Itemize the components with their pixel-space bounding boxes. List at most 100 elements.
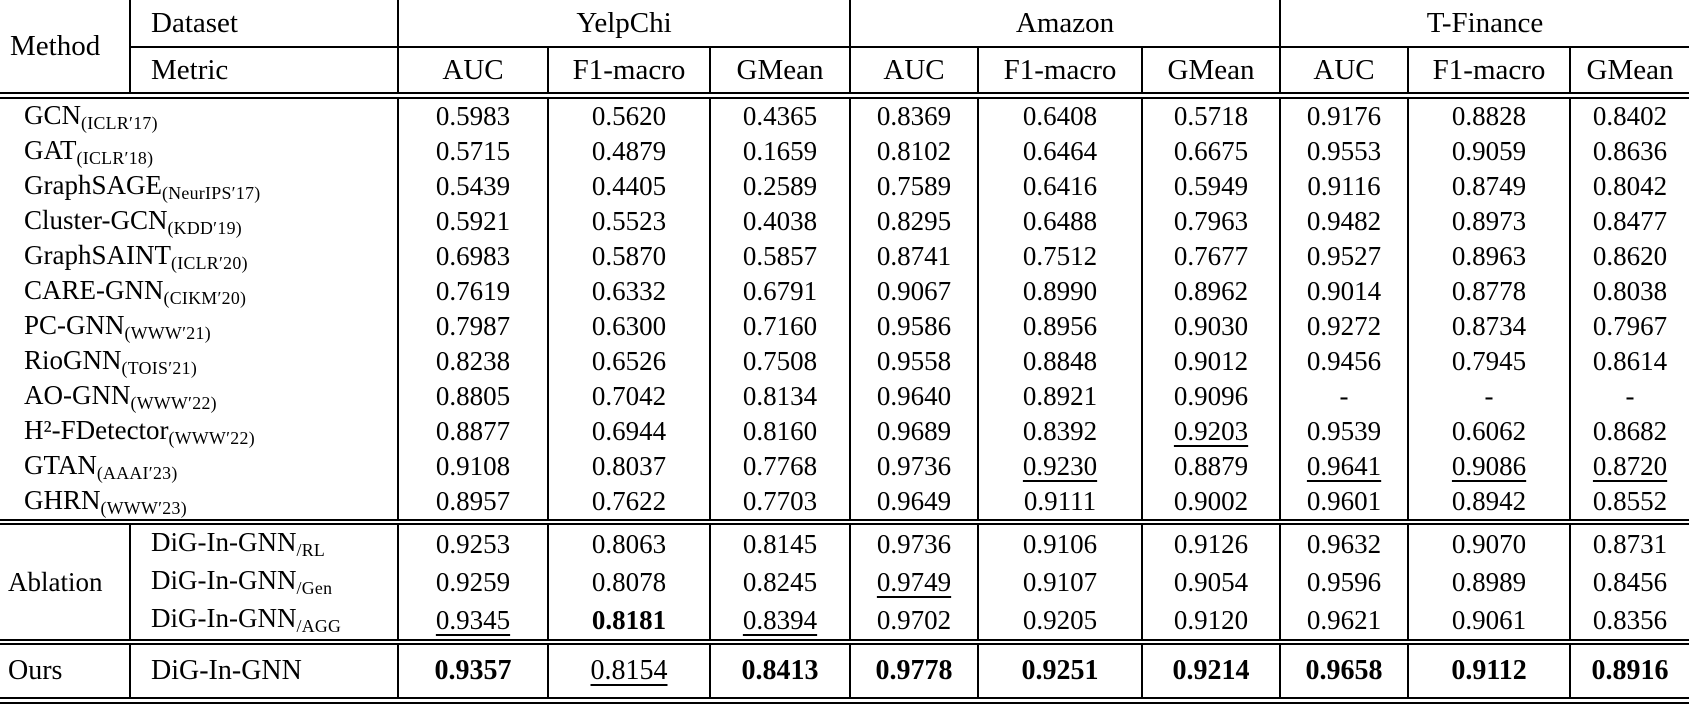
metric-header-auc: AUC <box>1279 47 1409 96</box>
value-cell: 0.7589 <box>849 169 979 204</box>
method-venue-sub: /RL <box>296 539 326 560</box>
value-cell: 0.9539 <box>1279 414 1409 449</box>
method-name: GHRN <box>24 484 101 515</box>
metric-header-f1macro: F1-macro <box>1407 47 1571 96</box>
value-cell: 0.8990 <box>977 274 1143 309</box>
table-row: PC-GNN(WWW′21) 0.7987 0.6300 0.7160 0.9586 0.… <box>0 309 1689 344</box>
value-cell: 0.8963 <box>1407 239 1571 274</box>
value-cell: 0.9116 <box>1279 169 1409 204</box>
value-cell: 0.4405 <box>547 169 710 204</box>
method-name: AO-GNN <box>24 379 131 410</box>
metric-header: Metric <box>129 47 398 96</box>
value-cell: 0.5439 <box>397 169 548 204</box>
header-row-datasets: Method Dataset YelpChi Amazon T-Finance <box>0 0 1689 62</box>
value-cell: 0.5523 <box>547 204 710 239</box>
method-name: RioGNN <box>24 344 122 375</box>
value-cell: 0.9176 <box>1279 95 1409 134</box>
value-cell: 0.9067 <box>849 274 979 309</box>
method-name: CARE-GNN <box>24 274 164 305</box>
value-cell: 0.6416 <box>977 169 1143 204</box>
value-cell: 0.6332 <box>547 274 710 309</box>
table-row: Ours DiG-In-GNN 0.9357 0.8154 0.8413 0.9778 0.… <box>0 642 1689 701</box>
value-cell: 0.4038 <box>708 204 851 239</box>
value-cell: 0.5718 <box>1141 95 1281 134</box>
value-cell: 0.8134 <box>708 379 851 414</box>
value-cell: 0.9778 <box>849 642 979 701</box>
value-cell: 0.8957 <box>397 484 548 522</box>
value-cell: 0.6983 <box>397 239 548 274</box>
table-header: Method Dataset YelpChi Amazon T-Finance … <box>0 0 1689 96</box>
value-cell: 0.7945 <box>1407 344 1571 379</box>
method-venue-sub: (ICLR′18) <box>76 147 154 168</box>
value-cell: 0.9553 <box>1279 134 1409 169</box>
value-cell: 0.9014 <box>1279 274 1409 309</box>
method-venue-sub: /AGG <box>296 615 342 636</box>
value-cell: 0.8038 <box>1569 274 1689 309</box>
value-cell: 0.6408 <box>977 95 1143 134</box>
value-cell: 0.9120 <box>1141 601 1281 642</box>
value-cell: 0.8778 <box>1407 274 1571 309</box>
method-name-cell: GraphSAGE(NeurIPS′17) <box>0 169 398 204</box>
value-cell: 0.9251 <box>977 642 1143 701</box>
value-cell: 0.6791 <box>708 274 851 309</box>
value-cell: 0.5921 <box>397 204 548 239</box>
method-venue-sub: (TOIS′21) <box>121 357 198 378</box>
value-cell: 0.5949 <box>1141 169 1281 204</box>
value-cell: 0.8734 <box>1407 309 1571 344</box>
value-cell: 0.8848 <box>977 344 1143 379</box>
table-row: GAT(ICLR′18) 0.5715 0.4879 0.1659 0.8102 0.64… <box>0 134 1689 169</box>
method-venue-sub: (ICLR′17) <box>81 112 158 133</box>
value-cell: 0.9456 <box>1279 344 1409 379</box>
value-cell: 0.9205 <box>977 601 1143 642</box>
group-header-yelpchi: YelpChi <box>396 0 851 48</box>
method-name-cell: DiG-In-GNN <box>129 642 398 701</box>
value-cell: 0.9558 <box>849 344 979 379</box>
method-name-cell: GHRN(WWW′23) <box>0 484 398 522</box>
value-cell: - <box>1569 379 1689 414</box>
metric-header-gmean: GMean <box>708 47 851 96</box>
value-cell: 0.9061 <box>1407 601 1571 642</box>
value-cell: 0.7160 <box>708 309 851 344</box>
value-cell: 0.6062 <box>1407 414 1571 449</box>
value-cell: 0.8456 <box>1569 563 1689 601</box>
group-header-amazon: Amazon <box>849 0 1281 48</box>
method-venue-sub: /Gen <box>296 577 333 598</box>
method-name-cell: GraphSAINT(ICLR′20) <box>0 239 398 274</box>
value-cell: 0.9658 <box>1279 642 1409 701</box>
value-cell: 0.9649 <box>849 484 979 522</box>
method-name: DiG-In-GNN <box>151 603 297 633</box>
value-cell: - <box>1279 379 1409 414</box>
value-cell: 0.8245 <box>708 563 851 601</box>
value-cell: 0.8636 <box>1569 134 1689 169</box>
method-name-cell: DiG-In-GNN/AGG <box>129 601 398 642</box>
ours-section: Ours DiG-In-GNN 0.9357 0.8154 0.8413 0.9778 0.… <box>0 642 1689 701</box>
method-name: GTAN <box>24 449 97 480</box>
value-cell: 0.9070 <box>1407 522 1571 563</box>
value-cell: 0.5715 <box>397 134 548 169</box>
table-row: DiG-In-GNN/Gen 0.9259 0.8078 0.8245 0.9749 0.… <box>0 563 1689 601</box>
method-name-cell: RioGNN(TOIS′21) <box>0 344 398 379</box>
method-name: GraphSAGE <box>24 169 162 200</box>
value-cell: 0.9586 <box>849 309 979 344</box>
value-cell: 0.8973 <box>1407 204 1571 239</box>
value-cell: - <box>1407 379 1571 414</box>
table-row: H²-FDetector(WWW′22) 0.8877 0.6944 0.8160 0.… <box>0 414 1689 449</box>
metric-header-auc: AUC <box>397 47 548 96</box>
value-cell: 0.9214 <box>1141 642 1281 701</box>
table-row: GTAN(AAAI′23) 0.9108 0.8037 0.7768 0.9736 0.9… <box>0 449 1689 484</box>
method-venue-sub: (ICLR′20) <box>170 252 248 273</box>
value-cell: 0.8942 <box>1407 484 1571 522</box>
method-name: GraphSAINT <box>24 239 171 270</box>
value-cell: 0.8295 <box>849 204 979 239</box>
table-row: DiG-In-GNN/AGG 0.9345 0.8181 0.8394 0.9702 0.… <box>0 601 1689 642</box>
value-cell: 0.8720 <box>1569 449 1689 484</box>
value-cell: 0.7703 <box>708 484 851 522</box>
method-venue-sub: (AAAI′23) <box>96 462 178 483</box>
value-cell: 0.9527 <box>1279 239 1409 274</box>
section-label-ours: Ours <box>8 655 63 686</box>
method-venue-sub: (NeurIPS′17) <box>161 182 261 203</box>
value-cell: 0.9702 <box>849 601 979 642</box>
method-name-cell: Cluster-GCN(KDD′19) <box>0 204 398 239</box>
value-cell: 0.8614 <box>1569 344 1689 379</box>
value-cell: 0.7768 <box>708 449 851 484</box>
